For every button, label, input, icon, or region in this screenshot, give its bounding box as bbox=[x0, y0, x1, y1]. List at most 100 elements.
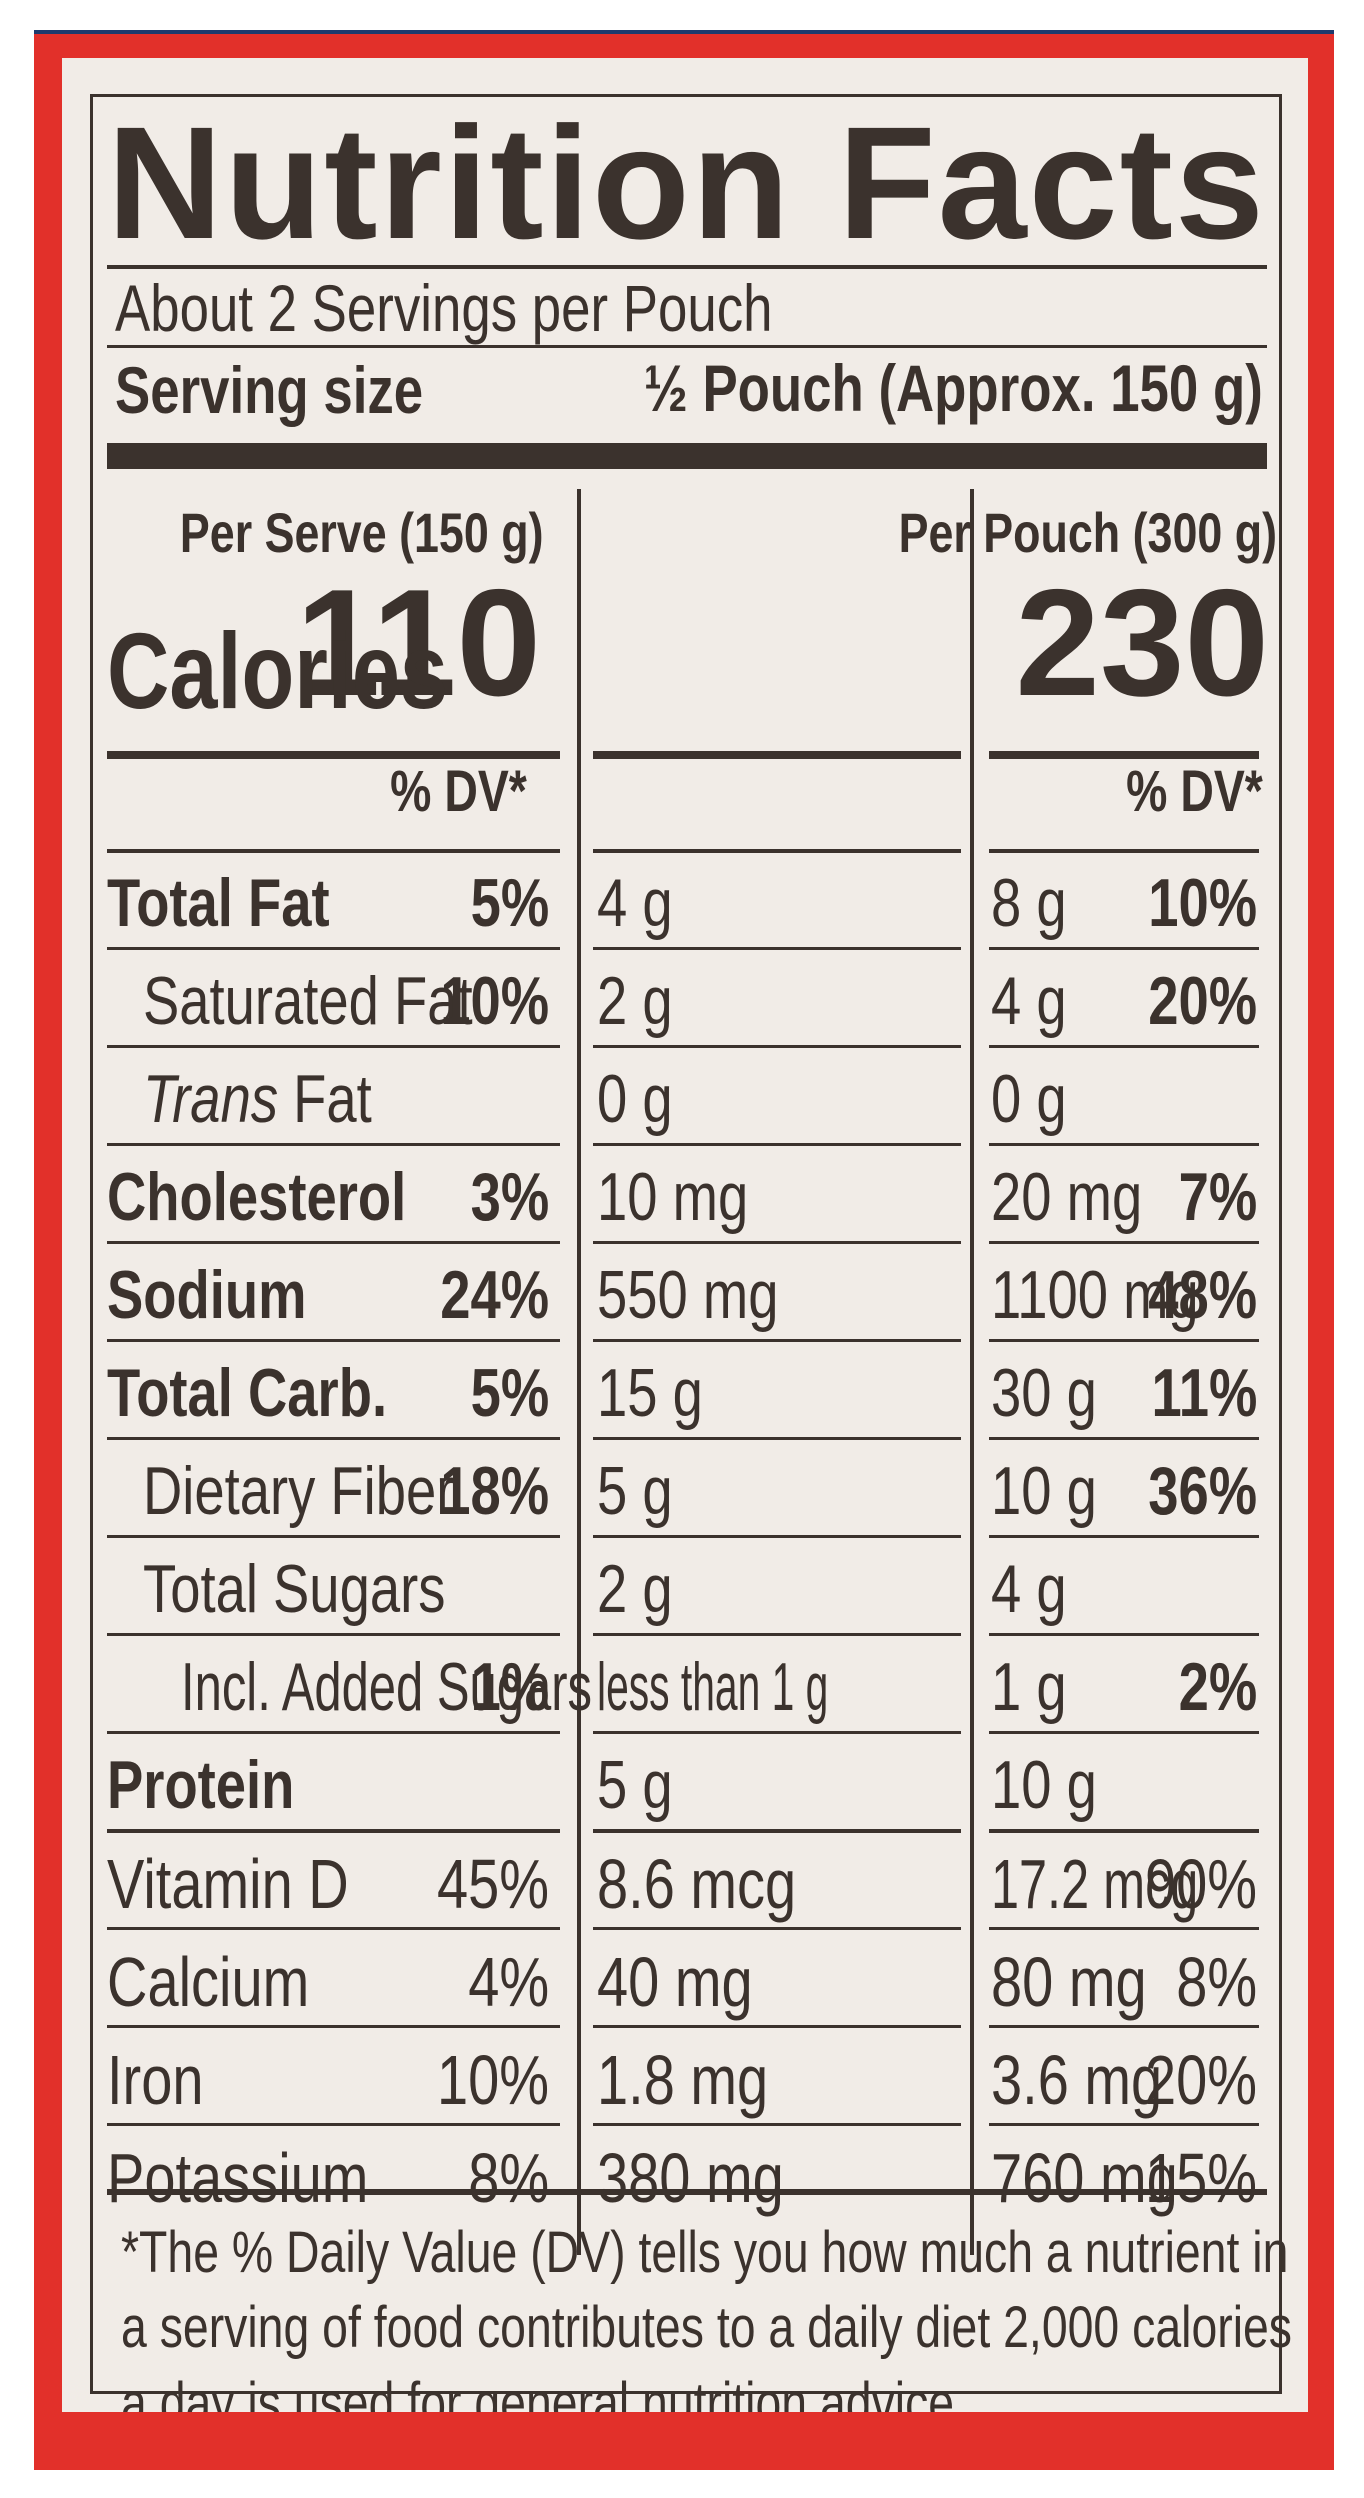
row-rule bbox=[989, 1143, 1259, 1146]
serve-amount: 5 g bbox=[597, 1747, 673, 1823]
per-serve-header: Per Serve (150 g) bbox=[179, 501, 543, 564]
pouch-dv: 90% bbox=[1144, 1845, 1257, 1923]
servings-per-container: About 2 Servings per Pouch bbox=[115, 271, 773, 345]
pouch-amount: 760 mg bbox=[991, 2139, 1178, 2217]
nutrition-facts-panel: Nutrition Facts About 2 Servings per Pou… bbox=[90, 93, 1292, 2412]
nutrient-label: Cholesterol bbox=[107, 1159, 407, 1235]
dv-rule-1 bbox=[107, 849, 560, 853]
calories-rule-2 bbox=[593, 751, 961, 759]
row-rule bbox=[593, 1437, 961, 1440]
row-rule bbox=[107, 1339, 560, 1342]
row-rule bbox=[593, 1241, 961, 1244]
per-pouch-header: Per Pouch (300 g) bbox=[898, 501, 1277, 564]
row-rule bbox=[107, 1241, 560, 1244]
pouch-amount: 20 mg bbox=[991, 1159, 1143, 1235]
serve-dv: 3% bbox=[470, 1159, 549, 1235]
calories-per-pouch: 230 bbox=[1015, 558, 1269, 728]
row-rule bbox=[107, 1535, 560, 1538]
pouch-amount: 4 g bbox=[991, 963, 1067, 1039]
serve-dv: 5% bbox=[470, 865, 549, 941]
row-rule bbox=[107, 1143, 560, 1146]
calories-label: Calories bbox=[107, 610, 448, 731]
pouch-dv: 8% bbox=[1176, 1943, 1257, 2021]
pouch-amount: 0 g bbox=[991, 1061, 1067, 1137]
pouch-amount: 1 g bbox=[991, 1649, 1067, 1725]
package-background: Nutrition Facts About 2 Servings per Pou… bbox=[34, 34, 1334, 2470]
serve-amount: 10 mg bbox=[597, 1159, 749, 1235]
title-rule bbox=[107, 265, 1267, 269]
row-rule bbox=[593, 1829, 961, 1833]
footnote: *The % Daily Value (DV) tells you how mu… bbox=[121, 2220, 1293, 2412]
row-rule bbox=[107, 1045, 560, 1048]
row-rule bbox=[593, 2123, 961, 2126]
row-rule bbox=[593, 1045, 961, 1048]
serve-amount: less than 1 g bbox=[597, 1649, 829, 1725]
serving-size-value: ½ Pouch (Approx. 150 g) bbox=[643, 351, 1263, 425]
pouch-dv: 48% bbox=[1148, 1257, 1257, 1333]
row-rule bbox=[989, 2123, 1259, 2126]
nutrition-label: Nutrition Facts About 2 Servings per Pou… bbox=[62, 58, 1308, 2412]
row-rule bbox=[107, 2123, 560, 2126]
serve-amount: 0 g bbox=[597, 1061, 673, 1137]
row-rule bbox=[593, 1633, 961, 1636]
row-rule bbox=[989, 1829, 1259, 1833]
nutrient-label: Dietary Fiber bbox=[143, 1453, 455, 1529]
pouch-dv: 11% bbox=[1151, 1355, 1257, 1431]
serve-amount: 1.8 mg bbox=[597, 2041, 769, 2119]
nutrition-facts-title: Nutrition Facts bbox=[107, 93, 1266, 272]
row-rule bbox=[593, 1927, 961, 1930]
serve-amount: 40 mg bbox=[597, 1943, 753, 2021]
serve-dv: 1% bbox=[470, 1649, 549, 1725]
calories-rule-3 bbox=[989, 751, 1259, 759]
pouch-amount: 1100 mg bbox=[991, 1257, 1199, 1333]
row-rule bbox=[107, 1927, 560, 1930]
row-rule bbox=[593, 1731, 961, 1734]
nutrient-label: Vitamin D bbox=[107, 1845, 349, 1923]
serve-dv: 5% bbox=[470, 1355, 549, 1431]
row-rule bbox=[593, 1339, 961, 1342]
serve-amount: 380 mg bbox=[597, 2139, 784, 2217]
row-rule bbox=[593, 1143, 961, 1146]
serve-amount: 2 g bbox=[597, 1551, 673, 1627]
row-rule bbox=[989, 947, 1259, 950]
pouch-amount: 17.2 mcg bbox=[991, 1845, 1199, 1923]
serve-amount: 550 mg bbox=[597, 1257, 779, 1333]
pouch-dv: 15% bbox=[1144, 2139, 1257, 2217]
dv-rule-3 bbox=[989, 849, 1259, 853]
column-divider-2 bbox=[970, 489, 974, 2255]
serve-dv: 8% bbox=[468, 2139, 549, 2217]
row-rule bbox=[989, 1339, 1259, 1342]
row-rule bbox=[593, 1535, 961, 1538]
row-rule bbox=[107, 1437, 560, 1440]
pouch-dv: 20% bbox=[1144, 2041, 1257, 2119]
pouch-dv: 2% bbox=[1178, 1649, 1257, 1725]
pouch-amount: 10 g bbox=[991, 1453, 1097, 1529]
pouch-dv: 20% bbox=[1148, 963, 1257, 1039]
row-rule bbox=[989, 1633, 1259, 1636]
serve-amount: 4 g bbox=[597, 865, 673, 941]
row-rule bbox=[989, 1045, 1259, 1048]
serve-dv: 18% bbox=[440, 1453, 549, 1529]
row-rule bbox=[989, 2025, 1259, 2028]
row-rule bbox=[107, 1731, 560, 1734]
nutrient-label: Incl. Added Sugars bbox=[181, 1649, 592, 1725]
nutrient-label: Total Sugars bbox=[143, 1551, 446, 1627]
thick-rule bbox=[107, 443, 1267, 469]
pouch-amount: 3.6 mg bbox=[991, 2041, 1163, 2119]
nutrient-label: Trans Fat bbox=[143, 1061, 372, 1137]
row-rule bbox=[989, 1241, 1259, 1244]
row-rule bbox=[989, 1731, 1259, 1734]
footnote-rule bbox=[107, 2189, 1267, 2195]
row-rule bbox=[989, 1437, 1259, 1440]
nutrient-label: Protein bbox=[107, 1747, 295, 1823]
serve-dv: 45% bbox=[436, 1845, 549, 1923]
pouch-dv: 7% bbox=[1178, 1159, 1257, 1235]
dv-header-pouch: % DV* bbox=[1126, 759, 1263, 824]
row-rule bbox=[107, 2025, 560, 2028]
row-rule bbox=[989, 1927, 1259, 1930]
row-rule bbox=[593, 2025, 961, 2028]
serve-dv: 4% bbox=[468, 1943, 549, 2021]
pouch-dv: 10% bbox=[1148, 865, 1257, 941]
calories-rule-1 bbox=[107, 751, 560, 759]
pouch-amount: 4 g bbox=[991, 1551, 1067, 1627]
